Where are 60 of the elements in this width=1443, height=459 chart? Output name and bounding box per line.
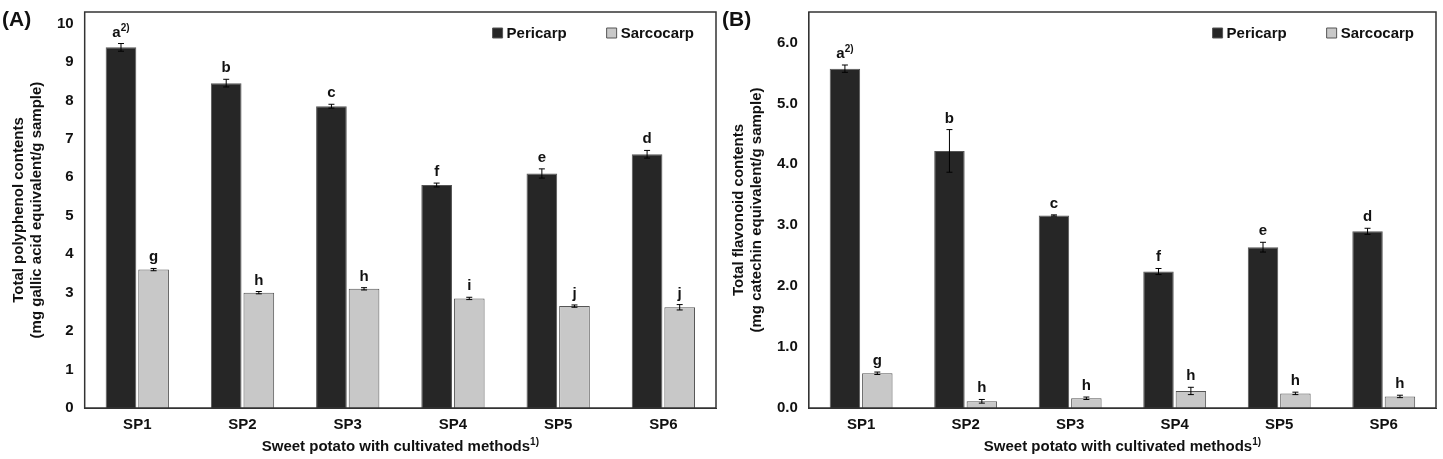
annotation: h [254, 270, 264, 288]
annotation: h [977, 378, 987, 396]
annotation: h [1081, 376, 1091, 394]
annotation: e [537, 147, 547, 165]
legend-label: Sarcocarp [620, 24, 694, 42]
y-tick-label: 2 [65, 321, 74, 339]
y-tick-label: 1 [65, 359, 74, 377]
annotation: g [872, 351, 882, 369]
y-tick-label: 7 [65, 129, 74, 147]
y-tick-label: 1.0 [776, 337, 798, 355]
annotation: h [1290, 371, 1300, 389]
legend-label: Sarcocarp [1340, 24, 1414, 42]
y-tick-label: 6.0 [776, 32, 798, 50]
annotation: d [1362, 207, 1373, 225]
chart-title: (B) [722, 7, 752, 30]
annotation: b [944, 108, 955, 126]
legend-label: Pericarp [1226, 24, 1287, 42]
y-tick-label: 8 [65, 90, 74, 108]
x-tick-label: SP3 [1055, 415, 1085, 433]
annotation: c [1049, 193, 1059, 211]
y-axis-title: Total flavonoid contents (mg catechin equivalent/g sample) [729, 87, 765, 333]
x-tick-label: SP5 [1265, 415, 1294, 433]
y-tick-label: 4.0 [776, 154, 798, 172]
y-tick-label: 9 [65, 52, 74, 70]
annotation: i [467, 276, 472, 294]
y-tick-label: 0.0 [776, 398, 798, 416]
y-axis-title: Total polyphenol contents (mg gallic acid equivalent/g sample) [9, 81, 45, 339]
annotation: d [642, 129, 652, 147]
y-tick-label: 4 [65, 244, 75, 262]
y-tick-label: 3 [65, 282, 74, 300]
x-tick-label: SP4 [1160, 415, 1190, 433]
annotation: f [434, 162, 441, 180]
annotation: c [327, 83, 336, 101]
y-tick-label: 0 [65, 398, 74, 416]
annotation: e [1258, 221, 1268, 239]
annotation: g [149, 247, 159, 265]
annotation: j [571, 283, 577, 301]
x-tick-label: SP5 [543, 415, 573, 433]
y-tick-label: 5.0 [776, 93, 798, 111]
x-tick-label: SP2 [951, 415, 980, 433]
x-tick-label: SP4 [438, 415, 468, 433]
x-tick-label: SP6 [1369, 415, 1398, 433]
annotation: h [1395, 374, 1405, 392]
x-tick-label: SP2 [228, 415, 257, 433]
annotation: h [1186, 366, 1196, 384]
annotation: h [359, 266, 369, 284]
chart-title: (A) [2, 7, 32, 30]
y-tick-label: 2.0 [776, 276, 798, 294]
annotation: j [676, 283, 682, 301]
annotation: b [221, 58, 231, 76]
x-tick-label: SP1 [846, 415, 876, 433]
y-tick-label: 5 [65, 205, 74, 223]
x-tick-label: SP6 [649, 415, 678, 433]
annotation: f [1155, 247, 1162, 265]
y-tick-label: 10 [57, 13, 74, 31]
x-tick-label: SP1 [123, 415, 152, 433]
y-tick-label: 3.0 [776, 215, 798, 233]
x-tick-label: SP3 [333, 415, 362, 433]
legend-label: Pericarp [506, 24, 567, 42]
y-tick-label: 6 [65, 167, 74, 185]
